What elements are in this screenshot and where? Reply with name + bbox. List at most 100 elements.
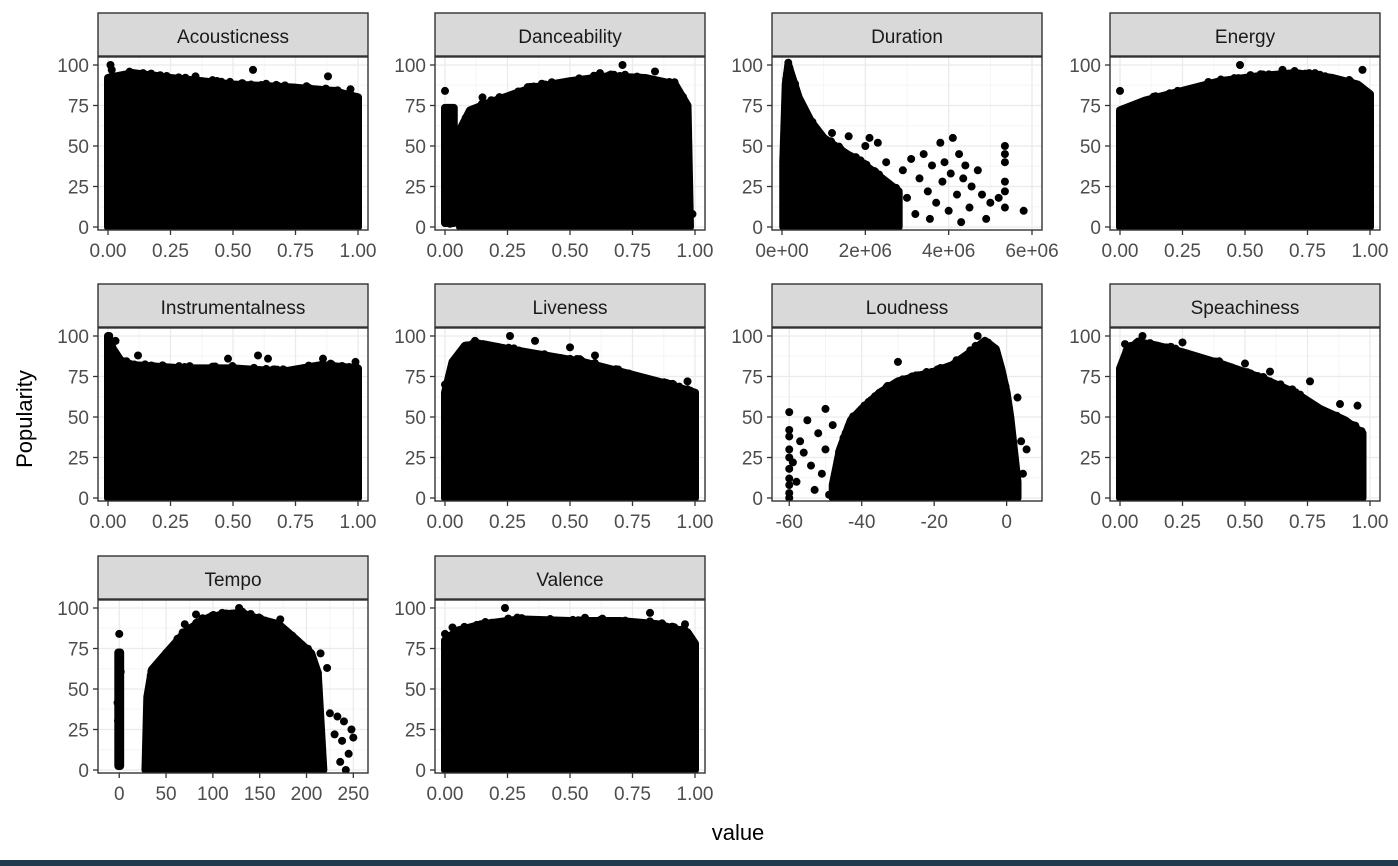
x-tick-label: 0.00 xyxy=(427,512,464,533)
x-tick-label: 1.00 xyxy=(677,241,714,262)
point xyxy=(1165,345,1174,354)
point xyxy=(862,164,871,173)
y-tick-label: 100 xyxy=(57,327,89,348)
facet-strip xyxy=(97,12,369,57)
point xyxy=(928,161,936,170)
point xyxy=(680,98,689,107)
point xyxy=(315,362,324,371)
point xyxy=(864,400,873,409)
point xyxy=(800,107,809,116)
point xyxy=(955,358,964,367)
point xyxy=(541,80,549,89)
point xyxy=(1184,87,1193,96)
point xyxy=(865,133,874,142)
point xyxy=(833,457,842,466)
x-tick-label: 4e+06 xyxy=(922,241,975,262)
x-tick-label: 0.50 xyxy=(1227,241,1264,262)
facet-strip-label: Energy xyxy=(1215,27,1276,48)
point xyxy=(785,63,794,72)
point xyxy=(1290,67,1299,76)
y-tick-label: 75 xyxy=(1080,368,1101,389)
point xyxy=(898,375,907,384)
point xyxy=(814,429,823,438)
point xyxy=(531,336,539,345)
point xyxy=(550,353,559,362)
x-tick-label: 0.75 xyxy=(1289,241,1326,262)
point xyxy=(665,78,674,87)
point xyxy=(870,166,879,175)
point xyxy=(930,368,939,377)
point xyxy=(506,332,514,340)
point xyxy=(1315,405,1324,414)
y-tick-label: 50 xyxy=(742,137,763,158)
facet-strip-label: Duration xyxy=(871,27,943,48)
y-tick-label: 50 xyxy=(68,137,89,158)
point xyxy=(116,667,125,676)
point xyxy=(1157,94,1166,103)
point xyxy=(785,408,794,417)
point xyxy=(911,210,920,219)
point xyxy=(174,73,183,82)
y-tick-label: 50 xyxy=(405,137,426,158)
point xyxy=(817,469,826,478)
point xyxy=(828,421,837,430)
y-tick-label: 0 xyxy=(78,218,89,239)
point xyxy=(785,432,794,441)
point xyxy=(825,490,834,499)
point xyxy=(828,129,836,138)
point xyxy=(944,206,953,215)
point xyxy=(351,357,360,366)
point xyxy=(651,67,659,76)
point xyxy=(1022,445,1031,454)
point xyxy=(938,177,947,186)
point xyxy=(667,622,676,631)
point xyxy=(1301,72,1310,81)
facet-strip-label: Valence xyxy=(536,570,603,591)
point xyxy=(683,377,692,386)
x-tick-label: 200 xyxy=(291,784,323,805)
point xyxy=(948,133,957,142)
point xyxy=(821,404,830,413)
point xyxy=(446,183,455,192)
point xyxy=(269,365,278,374)
x-tick-label: 6e+06 xyxy=(1005,241,1058,262)
point xyxy=(973,332,982,340)
point xyxy=(849,412,858,421)
panel-acousticness: Acousticness 0 25 50 75 100 0.00 0.25 0.50 0.75 1.… xyxy=(57,12,376,262)
point xyxy=(131,69,140,78)
point xyxy=(785,445,794,454)
point xyxy=(806,461,815,470)
point xyxy=(476,620,485,629)
point xyxy=(1215,357,1224,366)
point xyxy=(998,372,1007,381)
point xyxy=(844,422,853,431)
point xyxy=(555,618,564,627)
point xyxy=(649,620,658,629)
point-cloud xyxy=(104,332,362,501)
point xyxy=(835,142,844,151)
y-tick-label: 75 xyxy=(405,640,426,661)
y-tick-label: 75 xyxy=(742,368,763,389)
point xyxy=(893,187,902,196)
point xyxy=(246,365,255,374)
y-tick-label: 0 xyxy=(415,489,426,510)
point xyxy=(810,485,819,494)
point xyxy=(1001,382,1010,391)
point xyxy=(114,707,123,716)
point xyxy=(1004,403,1013,412)
y-tick-label: 100 xyxy=(731,56,763,77)
y-tick-label: 25 xyxy=(1080,178,1101,199)
y-tick-label: 0 xyxy=(415,761,426,782)
panel-liveness: Liveness 0 25 50 75 100 0.00 0.25 0.50 0.75 1.00 xyxy=(394,283,713,533)
panel-border xyxy=(771,56,1043,231)
point xyxy=(925,214,934,223)
y-tick-label: 0 xyxy=(752,489,763,510)
point xyxy=(1122,346,1131,355)
point xyxy=(266,82,275,91)
point xyxy=(923,187,932,196)
point xyxy=(247,80,256,89)
point xyxy=(257,80,266,89)
y-tick-label: 100 xyxy=(394,599,426,620)
point xyxy=(171,365,180,374)
point-cloud xyxy=(104,69,362,230)
